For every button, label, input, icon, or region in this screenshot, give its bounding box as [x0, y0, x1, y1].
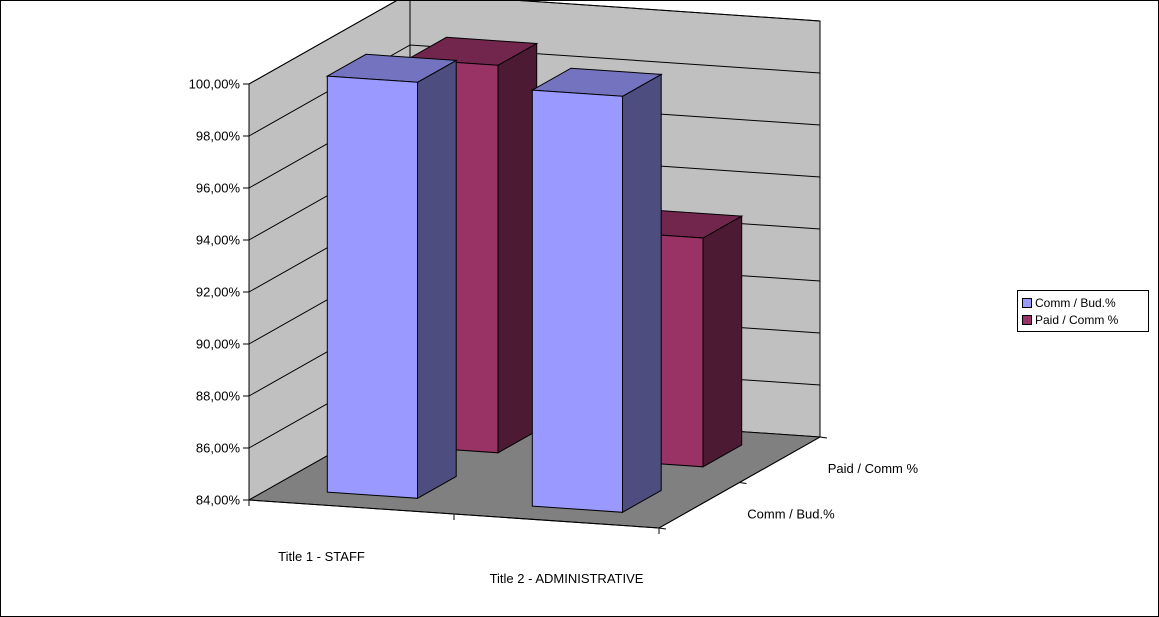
legend: Comm / Bud.% Paid / Comm % — [1017, 290, 1149, 332]
legend-swatch-0 — [1022, 297, 1032, 308]
bar-front — [531, 89, 623, 513]
bar-side — [497, 42, 538, 454]
y-tick-label: 88,00% — [196, 389, 241, 404]
y-tick-label: 98,00% — [196, 129, 241, 144]
legend-label-0: Comm / Bud.% — [1035, 295, 1116, 310]
bar-side — [417, 59, 457, 500]
y-tick-label: 96,00% — [196, 181, 241, 196]
y-tick-label: 86,00% — [196, 441, 241, 456]
y-tick-label: 92,00% — [196, 285, 241, 300]
axis-labels: 84,00% 86,00% 88,00% 90,00% 92,00% 94,00% 96,0… — [189, 77, 919, 587]
y-tick-label: 100,00% — [189, 77, 241, 92]
x-tick-label: Title 1 - STAFF — [278, 549, 365, 564]
bar-0-1 — [530, 67, 663, 514]
bar-front — [326, 75, 418, 499]
legend-swatch-1 — [1022, 314, 1032, 325]
depth-tick — [658, 527, 667, 530]
depth-tick — [819, 436, 828, 439]
bar-side — [622, 73, 662, 514]
chart-axes — [243, 83, 828, 534]
y-tick-label: 94,00% — [196, 233, 241, 248]
y-tick-label: 90,00% — [196, 337, 241, 352]
x-tick-label: Title 2 - ADMINISTRATIVE — [490, 571, 644, 586]
legend-item-0: Comm / Bud.% — [1022, 294, 1144, 311]
legend-item-1: Paid / Comm % — [1022, 311, 1144, 328]
depth-tick-label: Paid / Comm % — [828, 461, 919, 476]
bar-side — [702, 215, 743, 468]
depth-tick — [739, 482, 747, 484]
gridline — [248, 1, 821, 85]
gridline — [248, 44, 821, 137]
depth-tick-label: Comm / Bud.% — [747, 506, 835, 521]
y-tick-label: 84,00% — [196, 493, 241, 508]
bar-0-0 — [325, 53, 458, 500]
legend-label-1: Paid / Comm % — [1035, 312, 1119, 327]
bars — [325, 36, 744, 514]
